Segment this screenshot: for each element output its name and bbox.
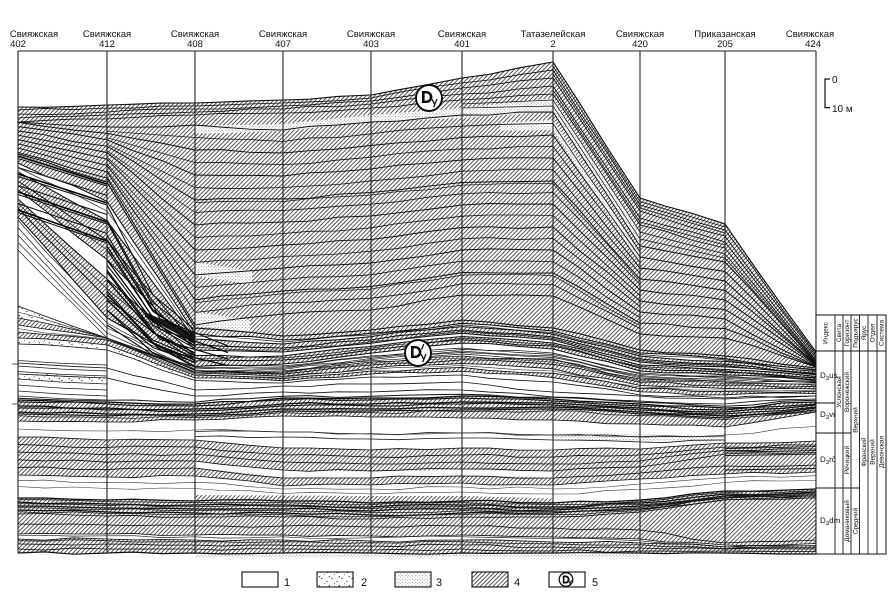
svg-text:0: 0 [832,75,838,86]
svg-text:D3rč: D3rč [820,455,836,466]
svg-text:5: 5 [592,577,598,589]
svg-text:Свияжская: Свияжская [438,29,486,40]
svg-text:Свияжская: Свияжская [10,29,58,40]
svg-text:Свияжская: Свияжская [259,29,307,40]
svg-text:Свияжская: Свияжская [83,29,131,40]
svg-text:420: 420 [632,39,648,50]
svg-text:Система: Система [879,320,886,347]
svg-text:Татазелейская: Татазелейская [521,29,586,40]
svg-text:Воронежский: Воронежский [844,372,851,412]
svg-text:Верхний: Верхний [853,407,860,433]
svg-text:Свита: Свита [836,323,843,342]
svg-text:Горизонт: Горизонт [844,319,851,346]
svg-text:205: 205 [717,39,733,50]
svg-text:D3us: D3us [820,371,838,382]
svg-text:424: 424 [805,39,821,50]
svg-text:2: 2 [361,577,367,589]
svg-text:Отдел: Отдел [870,323,877,342]
svg-text:Доманиковый: Доманиковый [844,500,851,542]
svg-text:4: 4 [514,577,520,589]
svg-text:1: 1 [284,577,290,589]
svg-text:Приказанская: Приказанская [694,29,755,40]
svg-text:2: 2 [550,39,555,50]
svg-text:403: 403 [363,39,379,50]
svg-text:3: 3 [436,577,442,589]
svg-text:D3vr: D3vr [820,410,836,421]
svg-text:Свияжская: Свияжская [786,29,834,40]
svg-text:402: 402 [10,39,26,50]
svg-text:401: 401 [454,39,470,50]
svg-text:Франский: Франский [861,437,868,466]
svg-text:Ярус: Ярус [861,325,868,340]
svg-text:10 м: 10 м [832,104,853,115]
svg-text:D3dm: D3dm [820,516,841,527]
svg-text:Верхний: Верхний [870,439,877,465]
svg-text:Подъярус: Подъярус [853,318,860,348]
svg-text:Индекс: Индекс [823,321,830,344]
svg-text:Услонская: Услонская [836,376,843,408]
svg-text:408: 408 [187,39,203,50]
svg-text:Свияжская: Свияжская [616,29,664,40]
svg-text:412: 412 [99,39,115,50]
svg-text:407: 407 [275,39,291,50]
svg-text:Свияжская: Свияжская [347,29,395,40]
svg-text:Свияжская: Свияжская [171,29,219,40]
svg-text:Девонская: Девонская [879,436,886,468]
svg-text:Речицкий: Речицкий [844,445,851,474]
svg-text:Средний: Средний [853,507,860,534]
